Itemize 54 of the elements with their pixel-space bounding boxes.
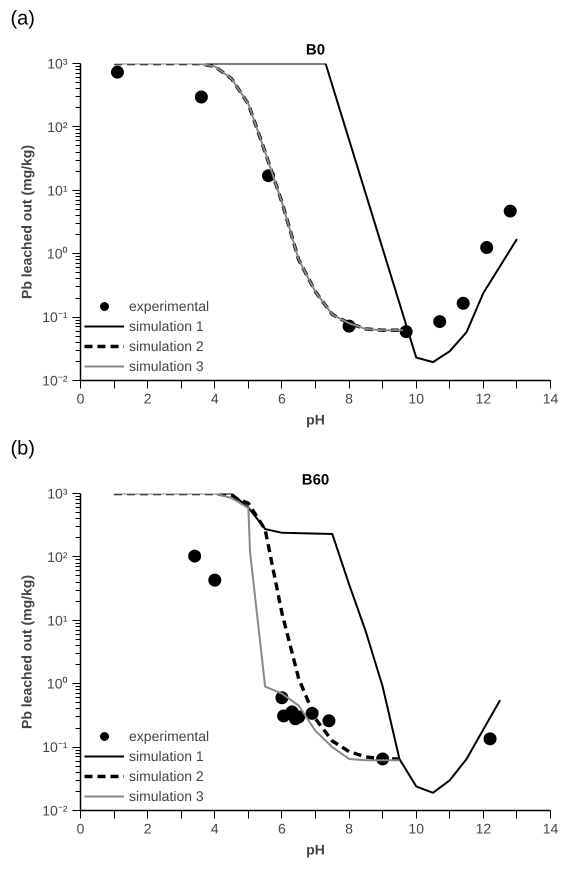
x-tick-label: 4: [210, 820, 219, 836]
y-tick-label: 10⁻¹: [42, 309, 68, 326]
y-tick-label: 10¹: [47, 612, 68, 628]
point: [456, 296, 470, 310]
y-tick-label: 10³: [47, 56, 68, 72]
y-tick-label: 10⁻²: [42, 372, 68, 388]
x-tick-label: 12: [476, 820, 492, 836]
point: [110, 66, 124, 79]
y-tick-label: 10⁻¹: [42, 739, 68, 756]
legend-label: simulation 2: [129, 768, 204, 784]
point: [433, 315, 446, 328]
x-tick-label: 12: [476, 390, 492, 406]
y-axis-title: Pb leached out (mg/kg): [18, 144, 34, 300]
x-tick-label: 2: [144, 390, 152, 406]
legend-label: simulation 2: [129, 338, 204, 354]
y-axis-title: Pb leached out (mg/kg): [18, 574, 34, 730]
x-tick-label: 8: [345, 820, 354, 836]
legend-label: simulation 3: [129, 788, 204, 804]
point: [504, 204, 517, 218]
x-axis-title: pH: [306, 842, 325, 858]
legend-label: experimental: [129, 728, 210, 744]
y-tick-label: 10⁰: [46, 246, 68, 262]
x-tick-label: 10: [408, 390, 424, 406]
y-tick-label: 10³: [47, 486, 68, 502]
point: [208, 574, 222, 587]
x-axis-title: pH: [306, 412, 325, 428]
x-tick-label: 2: [144, 820, 152, 836]
x-tick-label: 14: [542, 390, 558, 406]
point: [322, 714, 336, 728]
x-tick-label: 0: [76, 390, 85, 406]
y-tick-label: 10⁰: [46, 676, 68, 692]
legend-label: simulation 3: [129, 358, 204, 374]
x-tick-label: 6: [278, 820, 286, 836]
point: [484, 732, 497, 746]
chart-title: B0: [306, 42, 326, 58]
y-tick-label: 10⁻²: [42, 802, 68, 818]
point: [194, 90, 208, 104]
point: [480, 241, 494, 254]
point: [188, 550, 202, 563]
legend-label: simulation 1: [129, 318, 204, 334]
y-tick-label: 10²: [47, 548, 68, 565]
legend-label: experimental: [129, 298, 210, 314]
x-tick-label: 6: [278, 390, 286, 406]
y-tick-label: 10¹: [47, 182, 68, 198]
text: (b): [10, 438, 35, 460]
x-tick-label: 4: [210, 390, 219, 406]
chart-title: B60: [302, 472, 330, 488]
x-tick-label: 8: [345, 390, 354, 406]
x-tick-label: 10: [408, 820, 424, 836]
text: (a): [10, 8, 35, 30]
legend-label: simulation 1: [129, 748, 204, 764]
x-tick-label: 14: [542, 820, 558, 836]
x-tick-label: 0: [76, 820, 85, 836]
y-tick-label: 10²: [47, 118, 68, 135]
